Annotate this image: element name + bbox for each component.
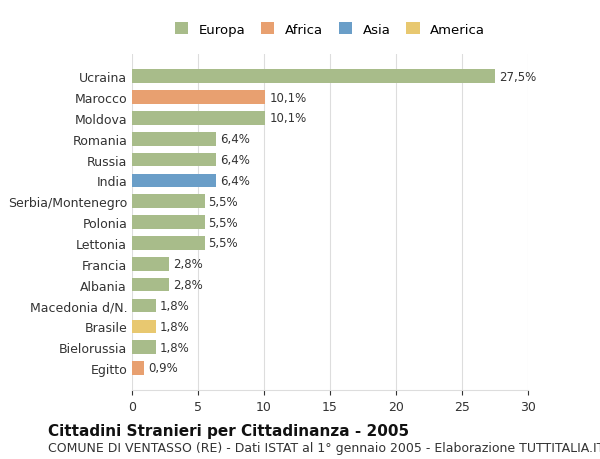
Text: 6,4%: 6,4% <box>220 174 250 188</box>
Bar <box>132 91 265 105</box>
Text: 0,9%: 0,9% <box>148 362 178 375</box>
Bar <box>132 320 156 333</box>
Text: 5,5%: 5,5% <box>209 237 238 250</box>
Text: 10,1%: 10,1% <box>269 91 307 104</box>
Bar <box>132 112 265 125</box>
Text: 2,8%: 2,8% <box>173 279 203 291</box>
Text: COMUNE DI VENTASSO (RE) - Dati ISTAT al 1° gennaio 2005 - Elaborazione TUTTITALI: COMUNE DI VENTASSO (RE) - Dati ISTAT al … <box>48 442 600 454</box>
Bar <box>132 278 169 292</box>
Bar <box>132 361 144 375</box>
Bar <box>132 216 205 230</box>
Bar <box>132 174 217 188</box>
Bar <box>132 257 169 271</box>
Bar <box>132 299 156 313</box>
Text: 5,5%: 5,5% <box>209 196 238 208</box>
Bar <box>132 70 495 84</box>
Legend: Europa, Africa, Asia, America: Europa, Africa, Asia, America <box>170 18 490 42</box>
Text: 10,1%: 10,1% <box>269 112 307 125</box>
Text: 6,4%: 6,4% <box>220 133 250 146</box>
Bar <box>132 237 205 250</box>
Text: 1,8%: 1,8% <box>160 299 190 312</box>
Bar <box>132 153 217 167</box>
Bar <box>132 341 156 354</box>
Text: 1,8%: 1,8% <box>160 320 190 333</box>
Text: 6,4%: 6,4% <box>220 154 250 167</box>
Bar <box>132 133 217 146</box>
Text: 5,5%: 5,5% <box>209 216 238 229</box>
Text: 27,5%: 27,5% <box>499 71 536 84</box>
Text: Cittadini Stranieri per Cittadinanza - 2005: Cittadini Stranieri per Cittadinanza - 2… <box>48 423 409 438</box>
Bar <box>132 195 205 208</box>
Text: 2,8%: 2,8% <box>173 257 203 271</box>
Text: 1,8%: 1,8% <box>160 341 190 354</box>
